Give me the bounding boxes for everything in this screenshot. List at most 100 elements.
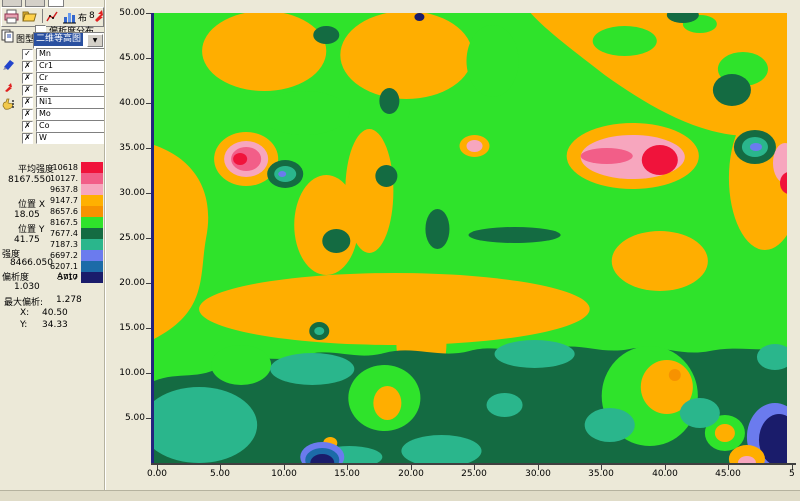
x-tick	[728, 465, 729, 470]
segregation-label: 偏析度	[2, 273, 30, 283]
x-tick-label: 45.00	[715, 469, 741, 479]
element-field-w[interactable]: W	[36, 132, 105, 144]
x-tick	[411, 465, 412, 470]
element-field-cr1[interactable]: Cr1	[36, 60, 105, 72]
element-name: Cr1	[39, 61, 53, 70]
element-field-ni1[interactable]: Ni1	[36, 96, 105, 108]
auto-label: Auto	[57, 272, 78, 282]
legend-swatch	[81, 195, 103, 206]
legend-swatch	[81, 228, 103, 239]
y-tick-label: 50.00	[119, 8, 145, 18]
toolbar: 布 8	[1, 7, 104, 27]
element-field-fe[interactable]: Fe	[36, 84, 105, 96]
legend-swatch	[81, 261, 103, 272]
x-tick	[157, 465, 158, 470]
check-mark: ✓	[24, 49, 31, 58]
legend-value: 5717	[57, 273, 78, 282]
legend-swatch	[81, 239, 103, 250]
element-field-mo[interactable]: Mo	[36, 108, 105, 120]
sidebar-divider	[104, 0, 105, 490]
element-checkbox-cr[interactable]: ✗	[22, 73, 33, 84]
legend-value: 6207.1	[50, 262, 78, 271]
avg-intensity-value: 8167.550	[8, 175, 51, 185]
y-tick	[146, 418, 152, 419]
x-tick-label: 15.00	[334, 469, 360, 479]
check-mark: ✗	[24, 109, 31, 118]
blue-brush-icon[interactable]	[2, 58, 18, 74]
red-arrow-icon[interactable]	[94, 9, 110, 25]
y-tick	[146, 103, 152, 104]
x-tick-label: 20.00	[398, 469, 424, 479]
open-folder-icon[interactable]	[22, 9, 38, 25]
clipped-toolbar-icon[interactable]	[2, 0, 22, 7]
check-mark: ✗	[24, 73, 31, 82]
dropdown-arrow-icon[interactable]: ▼	[87, 34, 103, 47]
legend-value: 7677.4	[50, 229, 78, 238]
check-mark: ✗	[24, 133, 31, 142]
print-icon[interactable]	[4, 9, 20, 25]
legend-value: 10618	[52, 163, 78, 172]
x-tick-label: 25.00	[461, 469, 487, 479]
x-tick	[601, 465, 602, 470]
y-tick	[146, 373, 152, 374]
legend-value: 6697.2	[50, 251, 78, 260]
x-tick	[284, 465, 285, 470]
element-field-cr[interactable]: Cr	[36, 72, 105, 84]
y-tick	[146, 13, 152, 14]
segregation-value: 1.030	[14, 282, 40, 292]
graph-type-value: 二维等高图	[34, 33, 84, 46]
element-checkbox-ni1[interactable]: ✗	[22, 97, 33, 108]
y-tick-label: 45.00	[119, 53, 145, 63]
y-tick-label: 10.00	[119, 368, 145, 378]
y-tick-label: 20.00	[119, 278, 145, 288]
legend-value: 8657.6	[50, 207, 78, 216]
element-checkbox-mo[interactable]: ✗	[22, 109, 33, 120]
element-checkbox-w[interactable]: ✗	[22, 133, 33, 144]
layer-value: 8	[89, 11, 95, 21]
line-chart-icon[interactable]	[45, 9, 61, 25]
y-tick-label: 25.00	[119, 233, 145, 243]
element-checkbox-cr1[interactable]: ✗	[22, 61, 33, 72]
element-name: W	[39, 133, 47, 142]
legend-swatch	[81, 250, 103, 261]
element-checkbox-fe[interactable]: ✗	[22, 85, 33, 96]
legend-value: 10127.	[50, 174, 78, 183]
element-field-mn[interactable]: Mn	[36, 48, 105, 60]
element-checkbox-co[interactable]: ✗	[22, 121, 33, 132]
max-x-value: 40.50	[42, 308, 68, 318]
element-name: Ni1	[39, 97, 53, 106]
element-name: Mo	[39, 109, 51, 118]
small-red-arrow-icon[interactable]	[4, 82, 20, 98]
graph-type-dropdown[interactable]: 二维等高图 ▼	[33, 32, 105, 49]
layer-label: 布	[78, 14, 88, 24]
check-mark: ✗	[24, 121, 31, 130]
copy-pages-icon[interactable]	[1, 29, 17, 45]
max-y-label: Y:	[20, 320, 28, 330]
y-tick	[146, 328, 152, 329]
legend-value: 8167.5	[50, 218, 78, 227]
contour-map[interactable]	[140, 7, 800, 473]
y-tick	[146, 238, 152, 239]
element-name: Mn	[39, 49, 51, 58]
element-field-co[interactable]: Co	[36, 120, 105, 132]
clipped-toolbar-icon[interactable]	[25, 0, 45, 7]
y-tick-label: 5.00	[124, 413, 145, 423]
intensity-value: 8466.050	[10, 258, 53, 268]
x-tick-label: 35.00	[588, 469, 614, 479]
max-seg-label: 最大偏析:	[4, 298, 44, 308]
element-name: Cr	[39, 73, 48, 82]
clipped-toolbar-icon[interactable]	[48, 0, 64, 7]
x-tick-label: 0.00	[146, 469, 168, 479]
legend-swatch	[81, 162, 103, 173]
bar-chart-icon[interactable]	[62, 9, 78, 25]
hand-pointer-icon[interactable]	[0, 98, 16, 114]
avg-intensity-label: 平均强度	[18, 165, 55, 175]
sidebar-divider-highlight	[105, 0, 106, 490]
y-tick	[146, 148, 152, 149]
x-tick-label: 5	[789, 469, 795, 479]
max-y-value: 34.33	[42, 320, 68, 330]
element-checkbox-mn[interactable]: ✓	[22, 49, 33, 60]
y-axis-line	[151, 13, 154, 464]
legend-swatch	[81, 217, 103, 228]
